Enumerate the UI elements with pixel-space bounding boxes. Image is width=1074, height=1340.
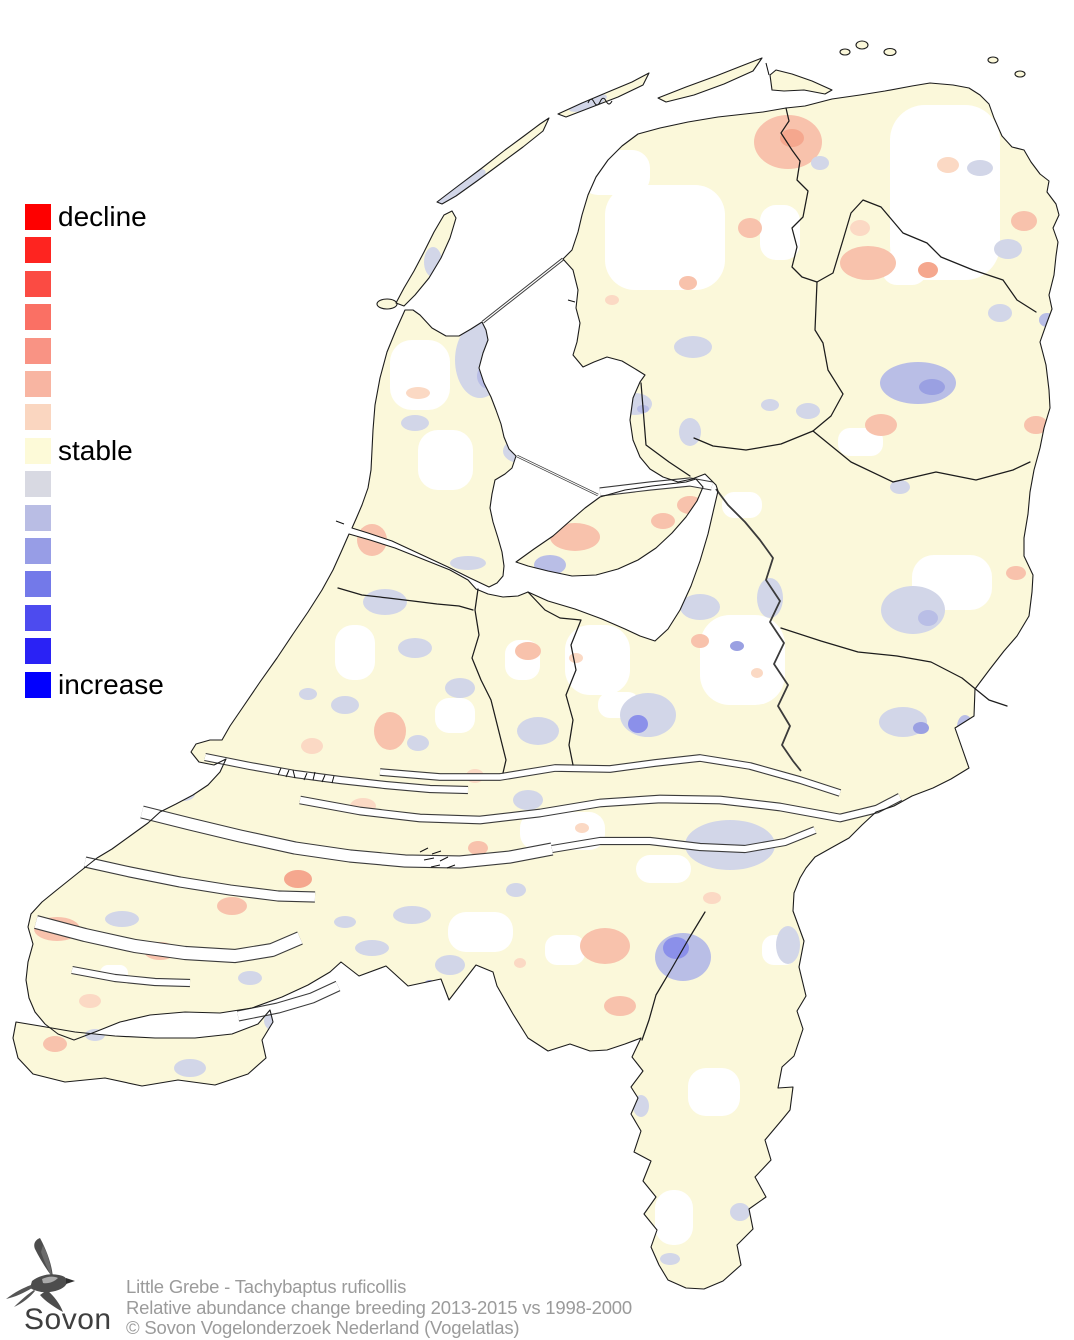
- legend-swatch-9: [25, 504, 51, 531]
- legend-swatch-5: [25, 371, 51, 397]
- legend-swatch-11: [25, 571, 51, 598]
- legend-swatch-7: [25, 437, 51, 464]
- legend: decline stable increase: [0, 0, 260, 720]
- province-borders: [337, 107, 1037, 1041]
- legend-swatch-13: [25, 638, 51, 665]
- map-caption: Little Grebe - Tachybaptus ruficollis Re…: [126, 1276, 632, 1339]
- afsluitdijk: [482, 257, 564, 324]
- detail-marks: [277, 62, 770, 869]
- legend-swatch-12: [25, 604, 51, 631]
- legend-label-decline: decline: [58, 201, 147, 232]
- legend-label-stable: stable: [58, 435, 133, 466]
- legend-swatch-14: [25, 671, 51, 698]
- legend-swatch-8: [25, 471, 51, 498]
- legend-swatch-6: [25, 404, 51, 431]
- no-data-patches: [100, 105, 1000, 1245]
- houtribdijk: [516, 454, 599, 497]
- swallow-icon: [6, 1238, 75, 1312]
- caption-species: Little Grebe - Tachybaptus ruficollis: [126, 1276, 407, 1297]
- legend-swatch-2: [25, 270, 51, 297]
- legend-swatch-1: [25, 237, 51, 264]
- caption-subtitle: Relative abundance change breeding 2013-…: [126, 1296, 632, 1318]
- legend-swatch-0: [25, 204, 51, 230]
- legend-swatch-3: [25, 304, 51, 331]
- sovon-wordmark: Sovon: [24, 1303, 112, 1336]
- increase-blobs: [85, 94, 1055, 1265]
- caption-copyright: © Sovon Vogelonderzoek Nederland (Vogela…: [126, 1317, 520, 1338]
- legend-label-increase: increase: [58, 669, 164, 700]
- legend-swatch-10: [25, 538, 51, 564]
- rivers: [34, 477, 903, 1022]
- sovon-logo: [6, 1238, 75, 1312]
- decline-blobs: [34, 115, 1048, 1052]
- legend-swatch-4: [25, 337, 51, 364]
